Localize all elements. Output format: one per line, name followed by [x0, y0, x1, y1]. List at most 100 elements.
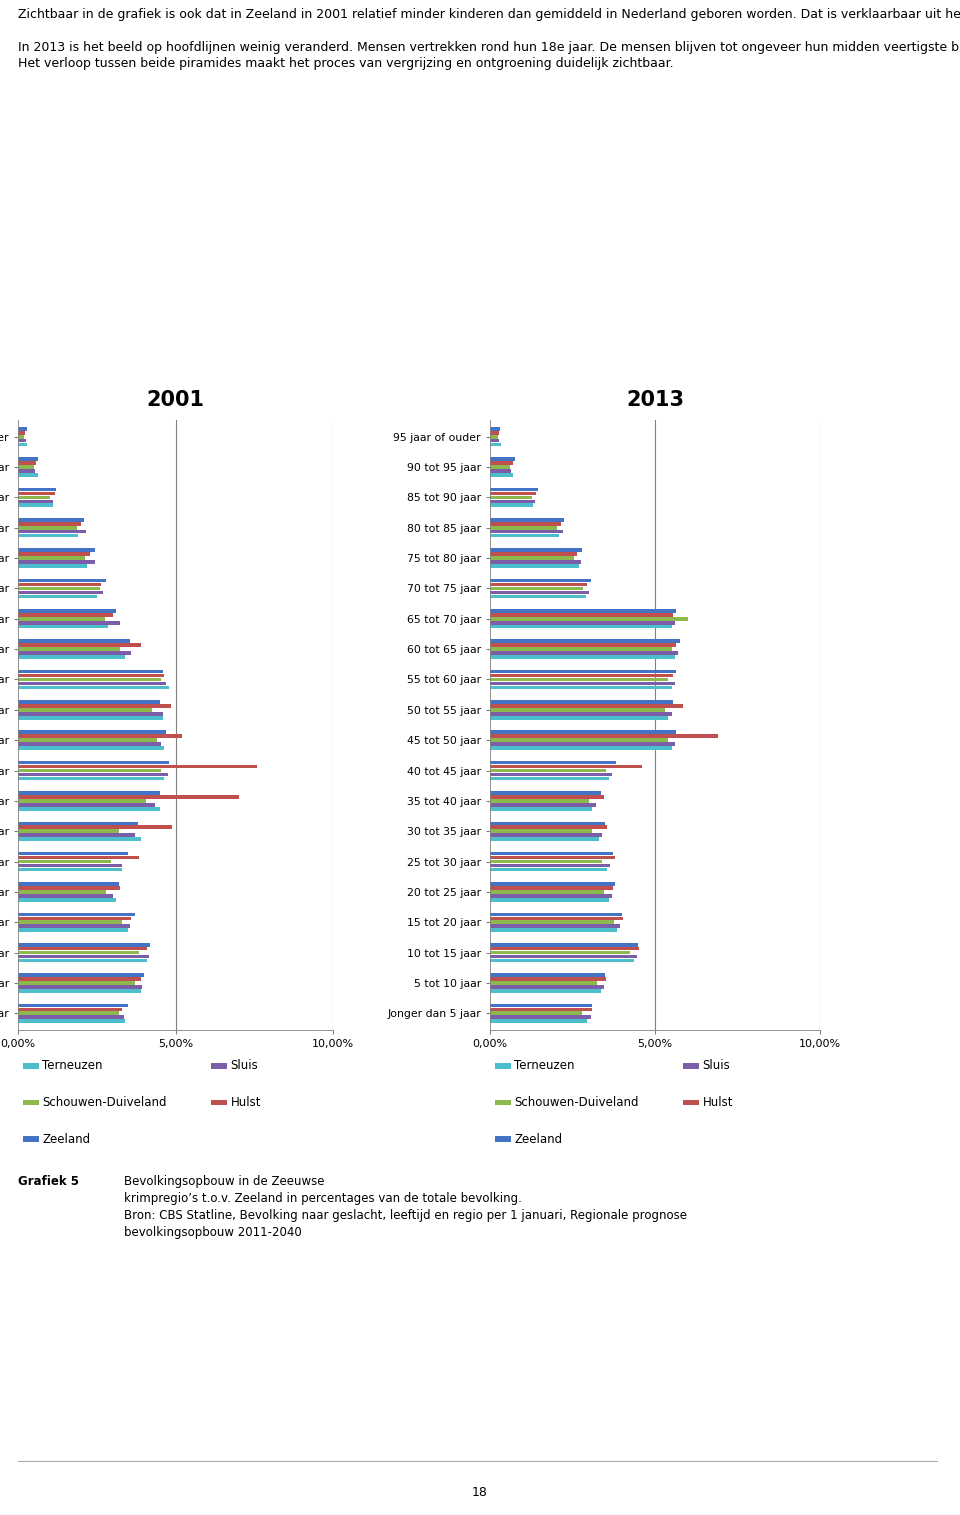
Text: Grafiek 5: Grafiek 5: [18, 1176, 79, 1188]
Bar: [18, 798, 146, 803]
Bar: [18, 670, 163, 673]
Bar: [18, 894, 112, 898]
Bar: [490, 704, 684, 708]
Bar: [490, 488, 538, 491]
Bar: [494, 1064, 511, 1068]
Bar: [490, 947, 639, 950]
Bar: [18, 851, 129, 856]
Bar: [490, 470, 512, 473]
Bar: [490, 651, 678, 654]
Bar: [18, 951, 139, 954]
Bar: [18, 586, 100, 591]
Bar: [490, 500, 535, 503]
Bar: [18, 561, 95, 564]
Bar: [18, 891, 107, 894]
Bar: [490, 708, 665, 712]
Bar: [490, 924, 620, 929]
Bar: [490, 644, 677, 647]
Bar: [490, 430, 499, 435]
Bar: [18, 773, 168, 776]
Bar: [18, 617, 105, 621]
Bar: [684, 1100, 699, 1106]
Bar: [490, 735, 718, 738]
Bar: [490, 523, 561, 526]
Bar: [490, 583, 588, 586]
Bar: [490, 856, 615, 859]
Bar: [18, 917, 132, 920]
Bar: [490, 803, 595, 806]
Bar: [490, 959, 634, 962]
Bar: [490, 954, 636, 959]
Bar: [490, 761, 616, 765]
Title: 2013: 2013: [626, 389, 684, 411]
Bar: [18, 912, 135, 917]
Bar: [490, 851, 612, 856]
Bar: [18, 761, 169, 765]
Bar: [18, 959, 147, 962]
Bar: [490, 526, 557, 530]
Bar: [490, 530, 563, 533]
Bar: [18, 924, 130, 929]
Bar: [18, 465, 35, 468]
Bar: [18, 735, 181, 738]
Bar: [490, 503, 533, 508]
Bar: [490, 621, 675, 624]
Bar: [490, 807, 592, 811]
Bar: [18, 503, 53, 508]
Bar: [18, 803, 155, 806]
Bar: [18, 439, 26, 442]
Bar: [18, 639, 130, 642]
Bar: [490, 898, 609, 901]
Text: 18: 18: [472, 1486, 488, 1498]
Bar: [18, 495, 50, 500]
Bar: [490, 859, 602, 864]
Bar: [18, 583, 101, 586]
Bar: [490, 1007, 592, 1011]
Bar: [490, 942, 637, 947]
Bar: [18, 526, 77, 530]
Bar: [18, 777, 164, 780]
Bar: [490, 891, 604, 894]
Bar: [18, 954, 149, 959]
Bar: [18, 929, 129, 932]
Bar: [490, 700, 673, 704]
Bar: [18, 856, 139, 859]
Bar: [18, 826, 173, 829]
Bar: [18, 470, 36, 473]
Bar: [18, 989, 141, 992]
Bar: [18, 458, 37, 461]
Bar: [18, 651, 132, 654]
Bar: [18, 473, 37, 477]
Bar: [18, 624, 108, 629]
Bar: [490, 798, 589, 803]
Bar: [18, 833, 134, 836]
Bar: [490, 765, 642, 768]
Bar: [490, 912, 622, 917]
Bar: [490, 985, 604, 989]
Bar: [490, 951, 631, 954]
Bar: [18, 730, 166, 735]
Bar: [18, 765, 257, 768]
Bar: [490, 670, 677, 673]
Bar: [18, 492, 55, 495]
Bar: [490, 929, 617, 932]
Bar: [490, 617, 688, 621]
Bar: [494, 1136, 511, 1142]
Bar: [490, 886, 612, 889]
Bar: [490, 561, 581, 564]
Bar: [18, 644, 141, 647]
Bar: [494, 1100, 511, 1106]
Text: Sluis: Sluis: [703, 1059, 731, 1073]
Bar: [490, 461, 513, 465]
Bar: [490, 677, 668, 682]
Bar: [490, 458, 515, 461]
Bar: [18, 533, 78, 538]
Bar: [490, 427, 500, 430]
Bar: [18, 564, 87, 568]
Bar: [18, 654, 125, 659]
Bar: [18, 621, 120, 624]
Bar: [18, 864, 122, 867]
Bar: [490, 1012, 583, 1015]
Bar: [490, 556, 574, 561]
Bar: [490, 614, 673, 617]
